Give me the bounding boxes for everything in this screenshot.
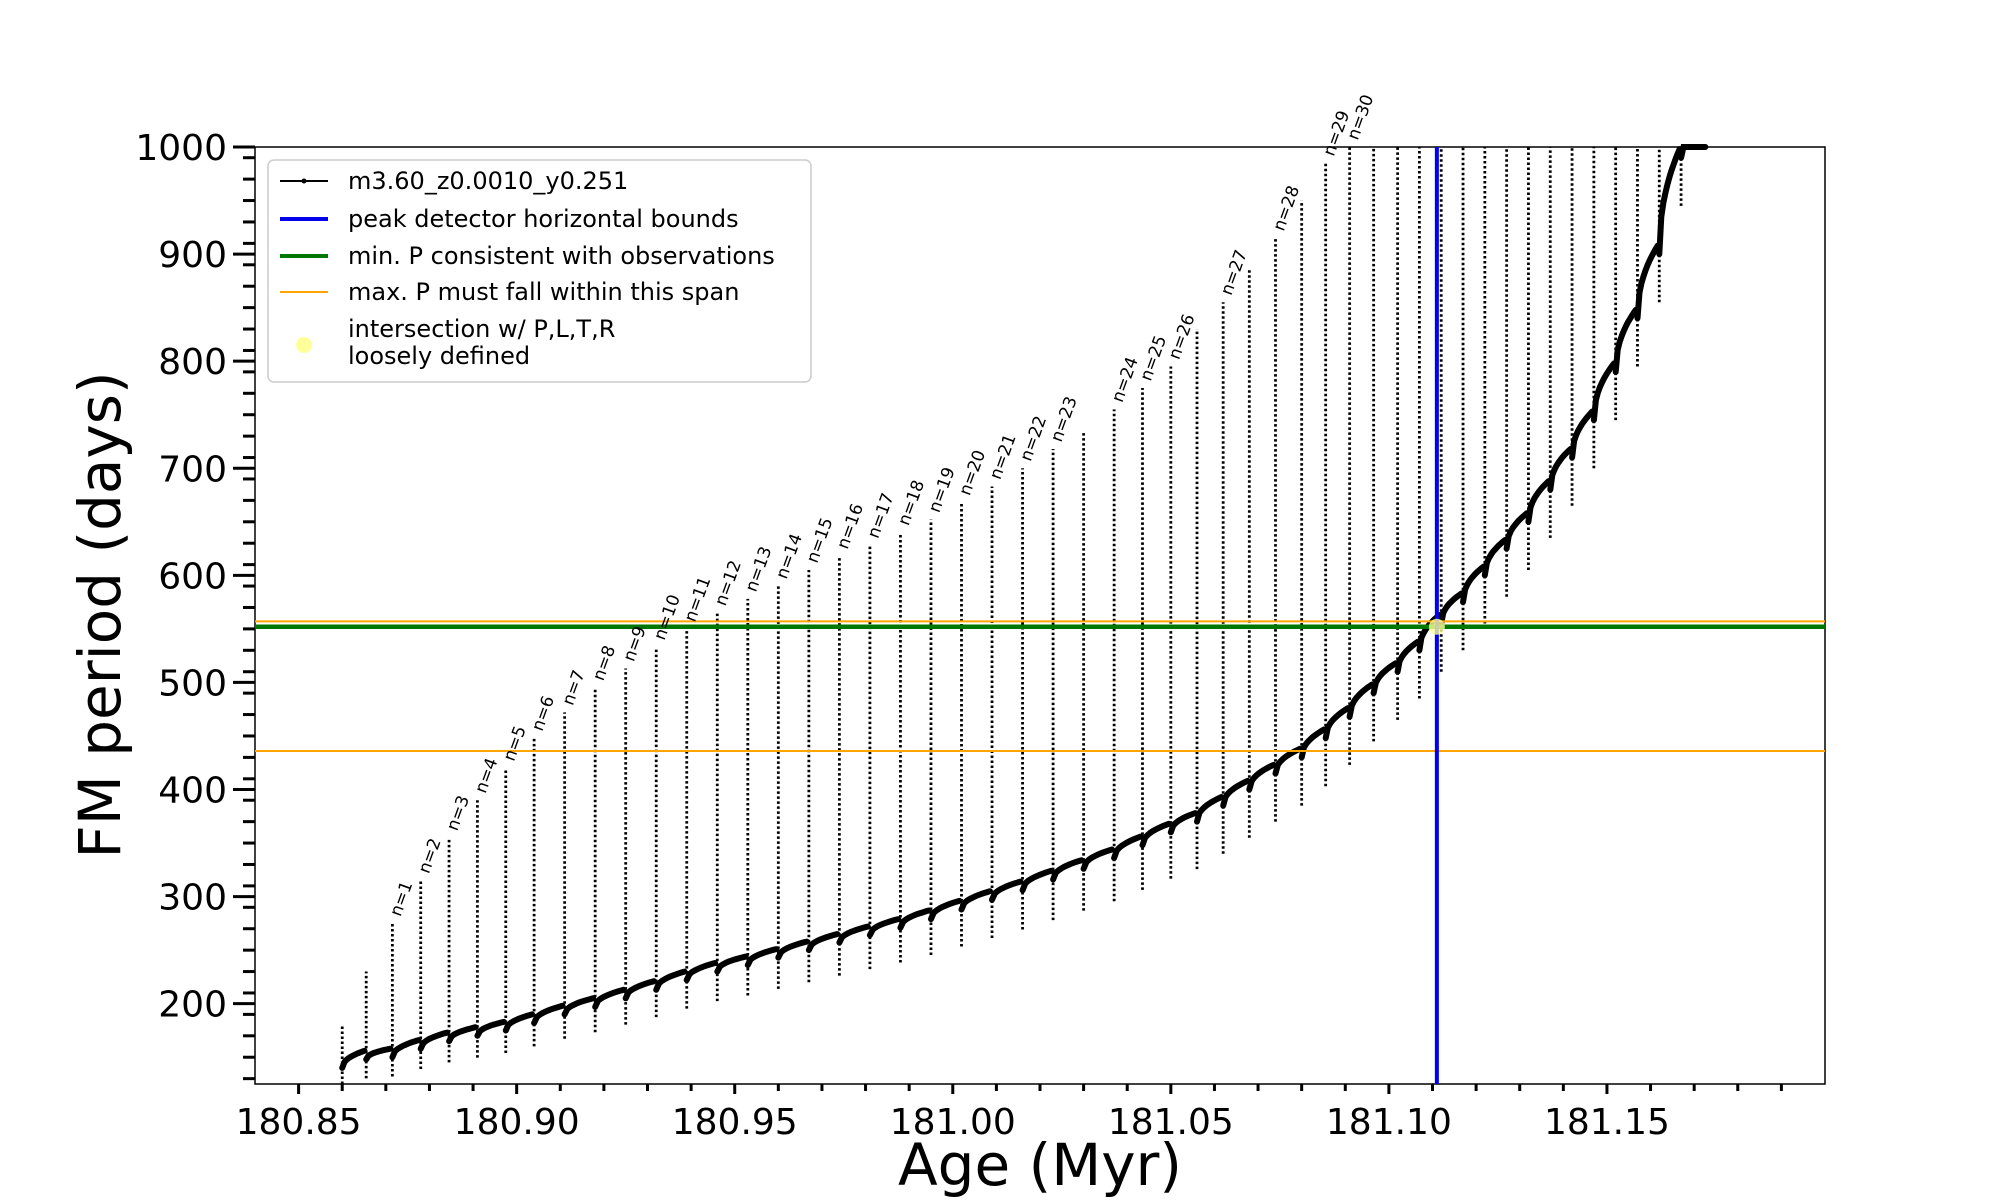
legend-series-marker xyxy=(301,178,307,184)
legend-green-label: min. P consistent with observations xyxy=(348,242,775,270)
series-arc xyxy=(1634,242,1661,322)
x-axis-title: Age (Myr) xyxy=(898,1131,1182,1199)
series-arc xyxy=(1678,144,1709,161)
series-arc xyxy=(1481,537,1509,579)
y-tick-label: 1000 xyxy=(135,128,227,169)
series-arc xyxy=(1019,867,1054,894)
series-arc xyxy=(363,1045,394,1063)
series-arc xyxy=(1298,726,1327,761)
series-arc xyxy=(1547,446,1574,493)
x-tick-label: 180.85 xyxy=(236,1102,362,1143)
legend-series-label: m3.60_z0.0010_y0.251 xyxy=(348,167,628,195)
series-arc xyxy=(1220,777,1251,809)
legend: m3.60_z0.0010_y0.251 peak detector horiz… xyxy=(267,159,812,383)
y-tick-label: 300 xyxy=(158,878,227,919)
series-arc xyxy=(1050,857,1085,883)
legend-intersection-label-1: intersection w/ P,L,T,R xyxy=(348,315,615,343)
series-arc xyxy=(389,1037,422,1061)
series-arc xyxy=(417,1029,451,1052)
x-tick-label: 180.95 xyxy=(672,1102,798,1143)
y-tick-label: 800 xyxy=(158,342,227,383)
y-tick-label: 400 xyxy=(158,771,227,812)
legend-intersection-marker xyxy=(296,337,312,353)
y-tick-label: 600 xyxy=(158,556,227,597)
x-tick-label: 180.90 xyxy=(454,1102,580,1143)
series-arc xyxy=(744,946,780,969)
series-arc xyxy=(502,1011,536,1034)
reference-lines xyxy=(255,147,1825,1084)
legend-box xyxy=(267,159,812,383)
series-arc xyxy=(1346,681,1375,720)
series-arc xyxy=(1656,146,1683,258)
series-arc xyxy=(622,978,658,1002)
series-arc xyxy=(1139,820,1172,849)
x-tick-label: 181.05 xyxy=(1108,1102,1234,1143)
x-tick-label: 181.00 xyxy=(890,1102,1016,1143)
legend-blue-label: peak detector horizontal bounds xyxy=(348,205,739,233)
series-arc xyxy=(836,923,871,946)
x-axis-ticks: 180.85 180.90 180.95 181.00 181.05 181.10 181.… xyxy=(236,1084,1783,1143)
legend-orange-label: max. P must fall within this span xyxy=(348,278,739,306)
x-tick-label: 181.15 xyxy=(1544,1102,1670,1143)
intersection-marker xyxy=(1428,618,1445,635)
series-arc xyxy=(1569,408,1596,461)
y-tick-label: 200 xyxy=(158,985,227,1026)
legend-intersection-label-2: loosely defined xyxy=(348,342,530,370)
series-arc xyxy=(1246,761,1277,793)
series-arc xyxy=(897,907,932,931)
series-arc xyxy=(561,995,596,1018)
series-arc xyxy=(1080,846,1115,872)
series-arc xyxy=(531,1002,566,1026)
series-arc xyxy=(1525,478,1552,525)
series-arc xyxy=(446,1024,479,1045)
series-arc xyxy=(928,897,963,923)
series-arc xyxy=(1370,660,1399,697)
series-arc xyxy=(714,953,749,975)
series-arc xyxy=(1322,705,1351,742)
x-tick-label: 181.10 xyxy=(1326,1102,1452,1143)
y-tick-label: 700 xyxy=(158,449,227,490)
series-arc xyxy=(958,888,993,913)
series-arc xyxy=(1194,794,1225,825)
series-arc xyxy=(1167,810,1199,836)
series-arc xyxy=(989,878,1024,903)
y-axis-ticks: 200 300 400 500 600 700 800 900 1000 xyxy=(135,128,255,1081)
series-arc xyxy=(1503,510,1530,552)
series-arc xyxy=(1111,833,1144,861)
series-arc xyxy=(866,916,902,939)
series-arc xyxy=(1612,306,1639,375)
y-axis-title: FM period (days) xyxy=(66,371,134,858)
series-arc xyxy=(683,960,719,984)
series-arc xyxy=(339,1047,368,1071)
series-arc xyxy=(1460,563,1487,606)
series-arc xyxy=(1394,638,1421,675)
series-arc xyxy=(1438,590,1465,627)
y-tick-label: 500 xyxy=(158,663,227,704)
series-arc xyxy=(592,986,627,1010)
series-arc xyxy=(775,938,810,961)
series-arc xyxy=(805,931,841,954)
series-arc xyxy=(474,1018,507,1039)
data-layer xyxy=(339,144,1709,1084)
series-arc xyxy=(1590,360,1618,424)
series-arc xyxy=(653,968,688,993)
y-tick-label: 900 xyxy=(158,235,227,276)
